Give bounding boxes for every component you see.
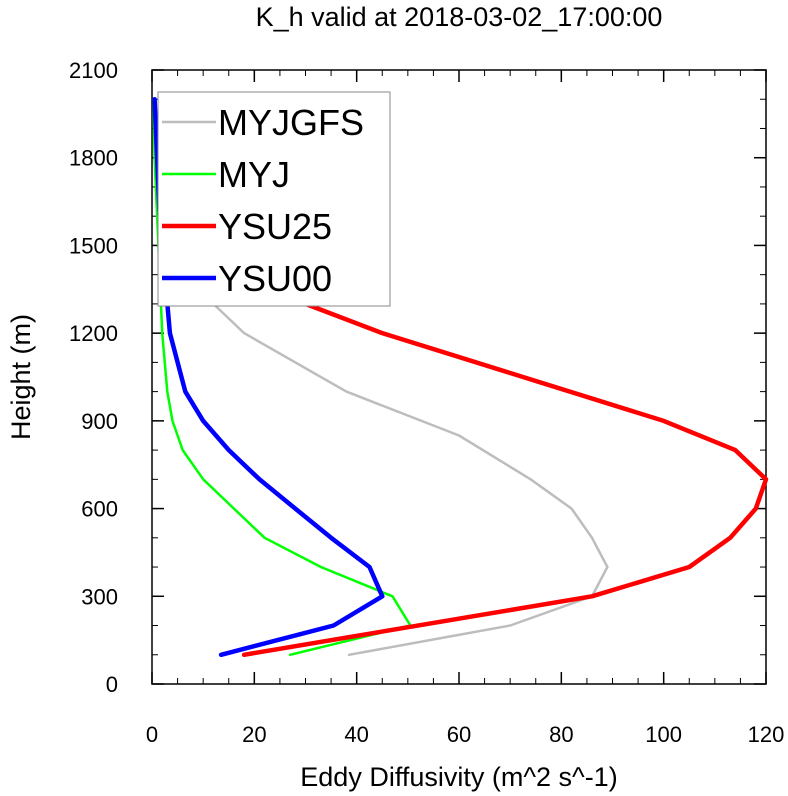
y-tick-label: 2100 [69, 58, 118, 83]
chart-title: K_h valid at 2018-03-02_17:00:00 [256, 2, 663, 32]
y-tick-label: 1200 [69, 321, 118, 346]
legend-box [157, 91, 391, 307]
legend-label-myj: MYJ [218, 154, 290, 195]
x-tick-label: 100 [645, 722, 682, 747]
x-tick-label: 20 [242, 722, 266, 747]
legend-label-ysu00: YSU00 [218, 258, 332, 299]
legend-label-myjgfs: MYJGFS [218, 102, 364, 143]
y-tick-label: 0 [106, 672, 118, 697]
y-tick-label: 1500 [69, 233, 118, 258]
x-axis-label: Eddy Diffusivity (m^2 s^-1) [300, 762, 617, 792]
x-tick-label: 120 [748, 722, 785, 747]
y-tick-label: 900 [81, 409, 118, 434]
legend: MYJGFS MYJ YSU25 YSU00 [157, 91, 391, 307]
y-axis-label: Height (m) [6, 314, 36, 440]
y-tick-label: 300 [81, 584, 118, 609]
x-axis-ticks: 0 20 40 60 80 100 120 [146, 70, 784, 747]
x-tick-label: 40 [344, 722, 368, 747]
x-tick-label: 80 [549, 722, 573, 747]
y-tick-label: 1800 [69, 146, 118, 171]
y-tick-label: 600 [81, 497, 118, 522]
x-tick-label: 0 [146, 722, 158, 747]
legend-label-ysu25: YSU25 [218, 206, 332, 247]
x-tick-label: 60 [447, 722, 471, 747]
